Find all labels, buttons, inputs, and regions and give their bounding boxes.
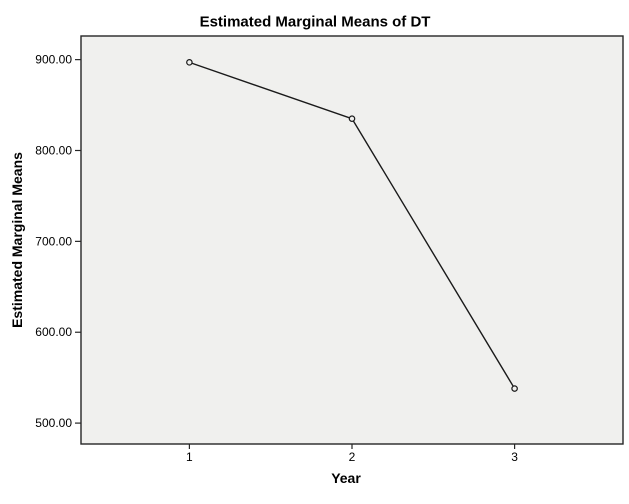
y-tick-label: 900.00	[35, 53, 72, 67]
y-axis-title: Estimated Marginal Means	[9, 152, 25, 328]
x-axis-title: Year	[331, 470, 361, 486]
x-tick-label: 3	[511, 450, 518, 464]
y-tick-label: 600.00	[35, 325, 72, 339]
data-point-marker	[348, 115, 356, 122]
data-point-marker	[511, 385, 518, 392]
plot-panel	[81, 36, 623, 444]
y-tick-label: 500.00	[35, 416, 72, 430]
y-tick-label: 800.00	[35, 143, 72, 157]
x-tick-label: 1	[186, 450, 193, 464]
plot-frame	[80, 35, 624, 445]
x-tick-label: 2	[349, 450, 356, 464]
y-tick-label: 700.00	[35, 234, 72, 248]
chart-title: Estimated Marginal Means of DT	[199, 13, 431, 31]
data-point-marker	[186, 59, 193, 66]
